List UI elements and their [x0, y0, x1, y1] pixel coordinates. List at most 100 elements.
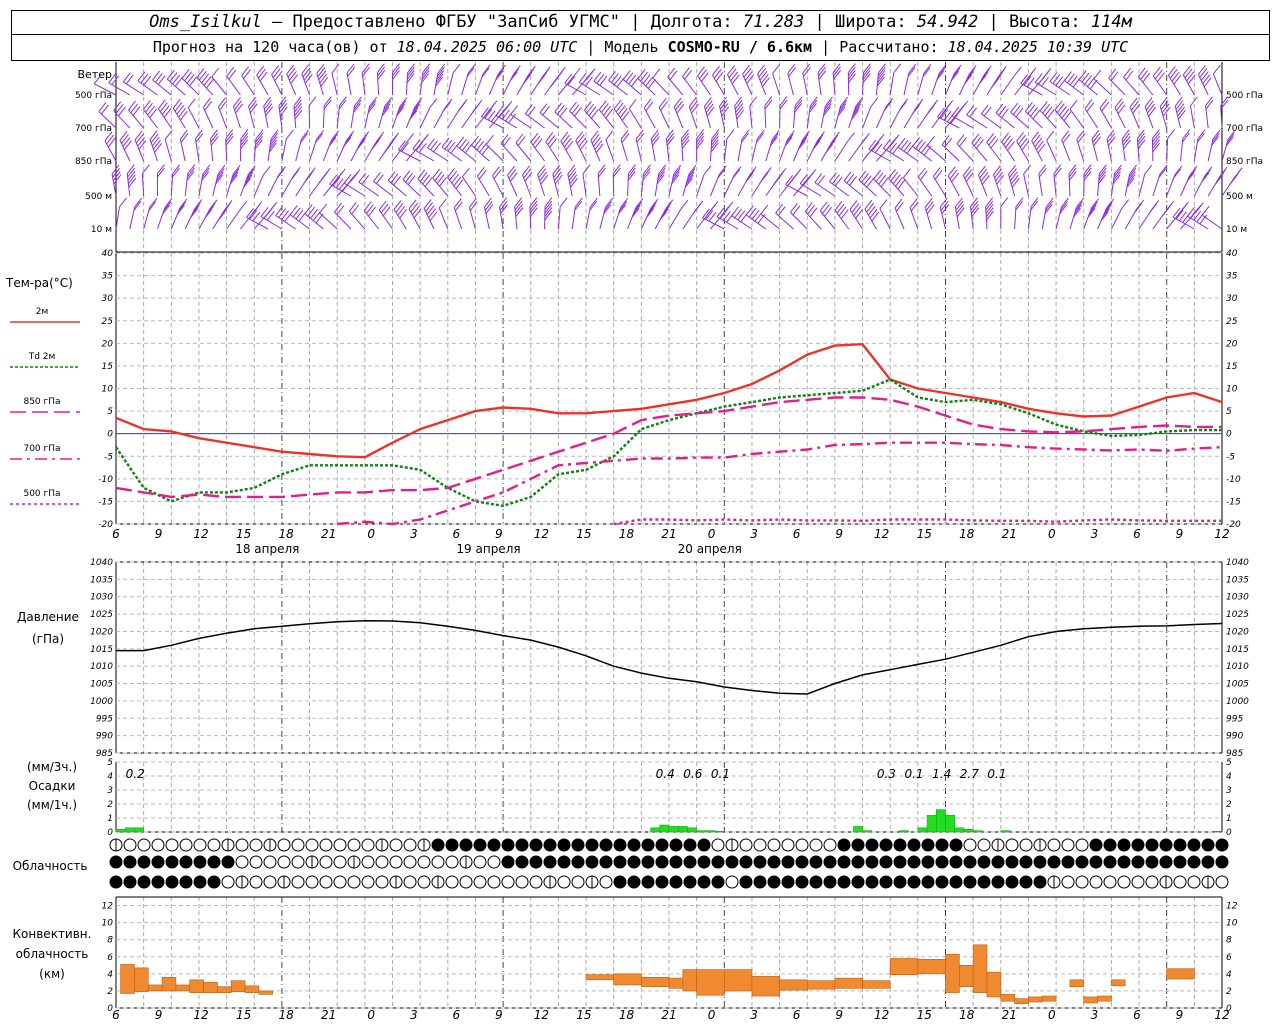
wind-barb-flag: [1023, 75, 1032, 86]
wind-barb-flag: [1083, 167, 1092, 178]
wind-barb-staff: [945, 73, 955, 96]
wind-barb-flag: [405, 172, 413, 183]
wind-barb-flag: [882, 138, 891, 149]
wind-barb-staff: [765, 139, 773, 162]
wind-barb-flag: [332, 176, 341, 187]
wind-barb: [751, 129, 765, 162]
temp-tick-left: 10: [102, 385, 114, 395]
conv-bar: [641, 976, 670, 987]
wind-barb-flag: [184, 71, 193, 82]
cloud-symbol: [725, 855, 739, 869]
wind-barb-flag: [1187, 74, 1196, 85]
wind-barb-flag: [402, 170, 411, 180]
temp-tick-left: 0: [107, 430, 113, 440]
wind-barb-flag: [814, 173, 823, 183]
wind-barb-flag: [1203, 169, 1211, 180]
wind-barb-staff: [605, 139, 615, 162]
cloud-symbol: [249, 838, 263, 852]
wind-barb: [785, 175, 808, 197]
wind-barb-flag: [684, 69, 693, 80]
wind-barb-flag: [688, 164, 697, 175]
cloud-symbol: [963, 875, 977, 889]
wind-barb-staff: [241, 75, 255, 96]
time-tick-label: 0: [1048, 527, 1056, 541]
wind-barb-flag: [503, 136, 511, 147]
conv-bar: [862, 980, 891, 989]
cloud-symbol: [613, 838, 627, 852]
wind-barb: [977, 165, 990, 197]
wind-barb: [926, 136, 946, 162]
cloud-symbol: [165, 875, 179, 889]
precip-tick-right: 0: [1226, 828, 1232, 838]
wind-barb-staff: [749, 105, 753, 129]
wind-barb-flag: [1056, 103, 1065, 113]
wind-barb: [681, 129, 690, 162]
wind-barb: [544, 66, 566, 96]
conv-bar: [613, 973, 642, 986]
cloud-symbol: [1117, 838, 1131, 852]
station-name: Oms_Isilkul: [149, 12, 262, 32]
wind-barb-flag: [711, 136, 719, 146]
cloud-symbol: [851, 838, 865, 852]
wind-barb-staff: [462, 176, 476, 197]
wind-barb: [530, 66, 551, 96]
wind-barb-staff: [471, 144, 490, 162]
cloud-symbol: [879, 855, 893, 869]
precip-tick-right: 1: [1226, 814, 1232, 824]
wind-barb-flag: [346, 63, 355, 74]
wind-barb-staff: [301, 73, 311, 96]
wind-barb-flag: [342, 181, 350, 192]
wind-barb: [143, 197, 158, 230]
wind-barb-flag: [855, 209, 864, 219]
wind-barb-flag: [962, 166, 971, 176]
wind-barb-staff: [361, 72, 366, 96]
cloud-symbol: [543, 855, 557, 869]
wind-barb: [1053, 164, 1062, 197]
wind-barb-staff: [393, 209, 407, 230]
wind-barb-flag: [1081, 72, 1090, 83]
wind-barb-flag: [1138, 67, 1146, 77]
wind-barb-flag: [964, 74, 973, 84]
wind-barb-staff: [157, 207, 166, 230]
wind-barb-flag: [356, 140, 365, 151]
wind-barb-flag: [204, 101, 213, 111]
wind-barb-staff: [832, 72, 836, 96]
wind-barb: [166, 69, 186, 96]
wind-barb-flag: [514, 200, 523, 211]
wind-barb: [423, 199, 438, 230]
wind-barb-flag: [938, 64, 947, 74]
wind-barb-flag: [749, 96, 758, 106]
wind-barb-flag: [1015, 200, 1024, 211]
wind-barb-flag: [779, 99, 788, 110]
time-tick-label-bottom: 0: [367, 1008, 375, 1022]
cloud-symbol: [557, 838, 571, 852]
wind-barb: [492, 166, 504, 197]
wind-barb-flag: [376, 63, 385, 73]
wind-barb-flag: [681, 132, 690, 143]
wind-barb-staff: [468, 207, 476, 230]
cloud-symbol: [403, 838, 417, 852]
precip-bar: [714, 831, 725, 833]
wind-barb: [1064, 71, 1085, 96]
wind-barb-flag: [1091, 198, 1099, 209]
wind-barb-flag: [454, 201, 463, 212]
wind-barb: [378, 200, 393, 230]
wind-barb-staff: [734, 105, 739, 129]
wind-barb-flag: [246, 208, 254, 218]
wind-barb-flag: [1175, 100, 1184, 110]
wind-barb-staff: [402, 179, 421, 197]
wind-barb-flag: [616, 77, 625, 88]
cloud-symbol: [641, 838, 655, 852]
wind-barb: [322, 130, 339, 162]
wind-barb-staff: [1152, 174, 1161, 197]
precip-bar: [650, 827, 661, 833]
wind-barb-flag: [1069, 75, 1078, 86]
wind-barb-flag: [125, 74, 134, 85]
wind-barb: [1084, 99, 1098, 129]
wind-barb: [696, 165, 712, 197]
temp-tick-right: -5: [1226, 452, 1235, 462]
wind-barb: [322, 96, 332, 129]
wind-barb-flag: [407, 66, 415, 77]
wind-barb-flag: [1199, 214, 1208, 225]
wind-barb: [1083, 164, 1092, 197]
